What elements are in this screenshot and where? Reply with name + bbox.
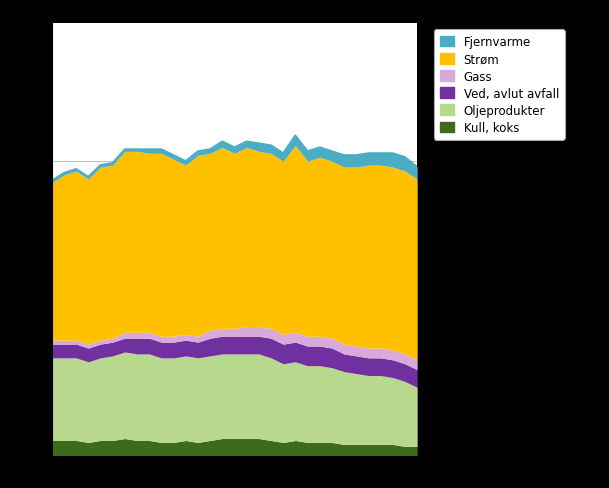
Legend: Fjernvarme, Strøm, Gass, Ved, avlut avfall, Oljeprodukter, Kull, koks: Fjernvarme, Strøm, Gass, Ved, avlut avfa… <box>434 30 565 141</box>
